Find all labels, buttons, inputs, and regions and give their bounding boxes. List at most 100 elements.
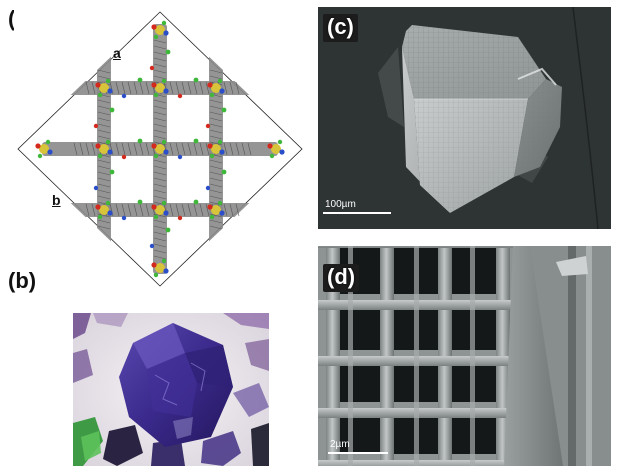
frame-mask bbox=[14, 10, 160, 149]
ligand-atom bbox=[177, 215, 183, 221]
strut-hatch bbox=[209, 123, 223, 128]
chlorine-atom bbox=[161, 78, 167, 84]
strut-hatch bbox=[97, 171, 111, 176]
strut-hatch bbox=[247, 142, 252, 156]
nitrogen-atom bbox=[219, 88, 225, 94]
oxygen-atom bbox=[151, 24, 157, 30]
strut-hatch bbox=[121, 142, 126, 156]
strut-hatch bbox=[97, 123, 111, 128]
strut-hatch bbox=[209, 195, 223, 200]
ligand-atom bbox=[149, 243, 155, 249]
pore-hole bbox=[340, 416, 380, 454]
chlorine-atom bbox=[217, 139, 223, 145]
strut-hatch bbox=[199, 81, 204, 95]
pore-hole bbox=[340, 308, 380, 350]
strut-hatch bbox=[181, 203, 186, 217]
chlorine-atom bbox=[153, 153, 159, 159]
chlorine-atom bbox=[137, 199, 143, 205]
oxygen-atom bbox=[267, 143, 273, 149]
strut-hatch bbox=[209, 141, 223, 146]
thin-bar bbox=[470, 246, 475, 466]
metal-node bbox=[99, 83, 109, 93]
ligand-atom bbox=[149, 65, 155, 71]
strut-hatch bbox=[209, 171, 223, 176]
nitrogen-atom bbox=[163, 268, 169, 274]
strut-hatch bbox=[97, 165, 111, 170]
strut-hatch bbox=[153, 45, 167, 50]
unit-cell-outline bbox=[17, 11, 303, 287]
strut-hatch bbox=[235, 142, 240, 156]
strut-hatch bbox=[153, 231, 167, 236]
strut-hatch bbox=[153, 183, 167, 188]
strut-hatch bbox=[235, 203, 240, 217]
strut-hatch bbox=[139, 142, 144, 156]
strut-hatch bbox=[153, 111, 167, 116]
strut-hatch bbox=[153, 177, 167, 182]
nitrogen-atom bbox=[219, 210, 225, 216]
strut-hatch bbox=[209, 111, 223, 116]
strut-hatch bbox=[145, 203, 150, 217]
chlorine-atom bbox=[109, 107, 115, 113]
strut-hatch bbox=[205, 81, 210, 95]
chlorine-atom bbox=[161, 200, 167, 206]
nitrogen-atom bbox=[163, 210, 169, 216]
strut-hatch bbox=[79, 142, 84, 156]
scale-bar-d-line bbox=[328, 452, 388, 454]
metal-node bbox=[271, 144, 281, 154]
strut-hatch bbox=[199, 142, 204, 156]
strut-hatch bbox=[153, 243, 167, 248]
oxygen-atom bbox=[95, 82, 101, 88]
oxygen-atom bbox=[151, 262, 157, 268]
strut-hatch bbox=[97, 69, 111, 74]
strut-hatch bbox=[153, 123, 167, 128]
panel-label-c: (c) bbox=[323, 14, 358, 42]
strut-hatch bbox=[115, 81, 120, 95]
strut-hatch bbox=[175, 81, 180, 95]
strut-hatch bbox=[209, 105, 223, 110]
chlorine-atom bbox=[137, 77, 143, 83]
strut-hatch bbox=[145, 142, 150, 156]
metal-node bbox=[211, 144, 221, 154]
metal-node bbox=[99, 144, 109, 154]
oxygen-atom bbox=[151, 143, 157, 149]
metal-node bbox=[155, 25, 165, 35]
strut-hatch bbox=[209, 225, 223, 230]
strut-hatch bbox=[153, 141, 167, 146]
strut-hatch bbox=[169, 81, 174, 95]
strut-hatch bbox=[85, 142, 90, 156]
strut-hatch bbox=[153, 195, 167, 200]
strut-hatch bbox=[153, 57, 167, 62]
strut-hatch bbox=[153, 225, 167, 230]
strut-hatch bbox=[115, 142, 120, 156]
metal-node bbox=[211, 205, 221, 215]
strut-hatch bbox=[97, 111, 111, 116]
chlorine-atom bbox=[153, 92, 159, 98]
chlorine-atom bbox=[105, 78, 111, 84]
strut-hatch bbox=[97, 177, 111, 182]
strut-hatch bbox=[85, 81, 90, 95]
strut-hatch bbox=[223, 203, 228, 217]
axis-label-a: a bbox=[113, 45, 121, 61]
panel-label-b: (b) bbox=[8, 268, 37, 293]
ligand-atom bbox=[177, 93, 183, 99]
strut-hatch bbox=[153, 171, 167, 176]
strut-hatch bbox=[229, 203, 234, 217]
metal-node bbox=[155, 263, 165, 273]
strut-hatch bbox=[235, 81, 240, 95]
strut-hatch bbox=[199, 203, 204, 217]
strut-hatch bbox=[97, 213, 111, 218]
strut-hatch bbox=[193, 203, 198, 217]
strut-hatch bbox=[193, 81, 198, 95]
chlorine-atom bbox=[45, 139, 51, 145]
strut-hatch bbox=[73, 142, 78, 156]
strut-hatch bbox=[97, 105, 111, 110]
oxygen-atom bbox=[151, 82, 157, 88]
chlorine-atom bbox=[105, 200, 111, 206]
oxygen-atom bbox=[35, 143, 41, 149]
nitrogen-atom bbox=[163, 30, 169, 36]
strut-hatch bbox=[209, 219, 223, 224]
strut-hatch bbox=[153, 219, 167, 224]
strut-hatch bbox=[91, 203, 96, 217]
chlorine-atom bbox=[221, 107, 227, 113]
chlorine-atom bbox=[221, 169, 227, 175]
